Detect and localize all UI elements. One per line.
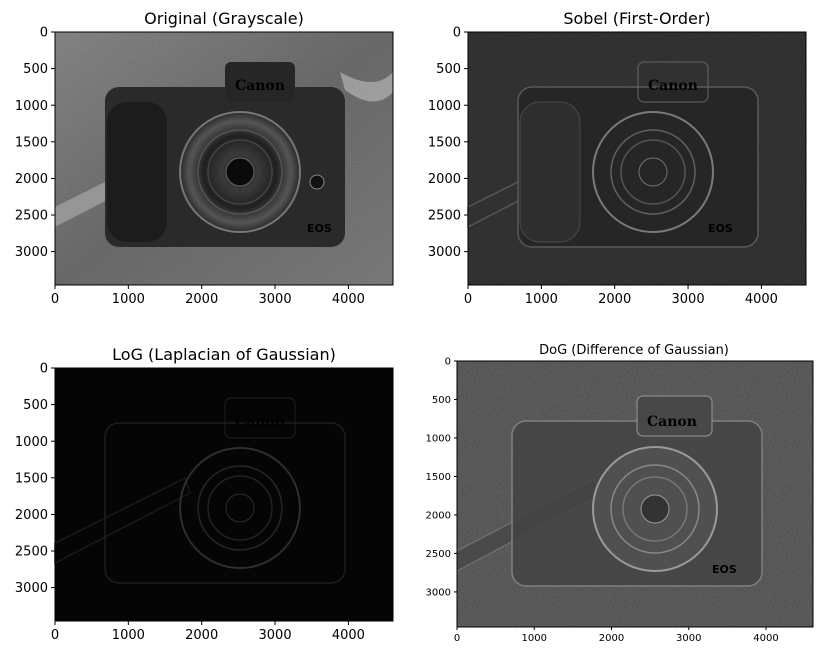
x-tick-label: 2000 bbox=[599, 633, 624, 644]
camera-brand-label: Canon bbox=[648, 78, 698, 94]
y-tick-label: 500 bbox=[23, 62, 48, 77]
y-tick-label: 1500 bbox=[15, 471, 48, 486]
y-tick-label: 0 bbox=[453, 26, 461, 41]
x-tick-label: 1000 bbox=[525, 292, 558, 307]
camera-brand-label: Canon bbox=[647, 414, 697, 430]
x-tick-label: 1000 bbox=[112, 292, 145, 307]
camera-model-label: EOS bbox=[708, 222, 733, 235]
x-tick-label: 3000 bbox=[259, 292, 292, 307]
x-tick-label: 2000 bbox=[185, 628, 218, 643]
x-tick-label: 4000 bbox=[753, 633, 778, 644]
y-tick-label: 3000 bbox=[15, 581, 48, 596]
y-tick-label: 1500 bbox=[15, 135, 48, 150]
panel-dog: DoG (Difference of Gaussian) Canon EOS bbox=[456, 343, 814, 628]
y-tick-label: 1500 bbox=[428, 135, 461, 150]
x-tick-label: 0 bbox=[454, 633, 460, 644]
y-tick-label: 1000 bbox=[15, 99, 48, 114]
y-tick-label: 2500 bbox=[426, 549, 451, 560]
panel-original: Original (Grayscale) Canon EOS bbox=[54, 9, 394, 286]
camera-brand-label: Canon bbox=[235, 78, 285, 94]
camera-model-label: EOS bbox=[712, 563, 737, 576]
x-tick-label: 0 bbox=[51, 628, 59, 643]
y-tick-label: 0 bbox=[40, 26, 48, 41]
y-tick-label: 500 bbox=[23, 398, 48, 413]
image-dog: Canon EOS bbox=[456, 361, 813, 627]
y-tick-label: 1000 bbox=[426, 433, 451, 444]
panel-log: LoG (Laplacian of Gaussian) Canon bbox=[54, 345, 394, 622]
y-tick-label: 2000 bbox=[15, 172, 48, 187]
y-tick-label: 3000 bbox=[15, 245, 48, 260]
panel-sobel: Sobel (First-Order) Canon EOS bbox=[467, 9, 807, 286]
axis-ticks: 0 1000 2000 3000 4000 0 500 1000 1500 2000 2500 300… bbox=[15, 26, 779, 644]
chart-title: Original (Grayscale) bbox=[144, 9, 304, 28]
y-tick-label: 500 bbox=[432, 395, 451, 406]
chart-title: Sobel (First-Order) bbox=[563, 9, 710, 28]
image-log: Canon bbox=[54, 368, 393, 621]
y-tick-label: 0 bbox=[40, 362, 48, 377]
y-tick-label: 3000 bbox=[428, 245, 461, 260]
y-tick-label: 0 bbox=[445, 357, 451, 368]
y-tick-label: 1000 bbox=[15, 435, 48, 450]
camera-model-label: EOS bbox=[307, 222, 332, 235]
chart-title: DoG (Difference of Gaussian) bbox=[539, 343, 729, 358]
x-tick-label: 3000 bbox=[259, 628, 292, 643]
x-tick-label: 1000 bbox=[112, 628, 145, 643]
x-tick-label: 2000 bbox=[598, 292, 631, 307]
y-tick-label: 1000 bbox=[428, 99, 461, 114]
x-tick-label: 0 bbox=[51, 292, 59, 307]
image-sobel: Canon EOS bbox=[467, 32, 806, 285]
x-tick-label: 3000 bbox=[676, 633, 701, 644]
y-tick-label: 500 bbox=[436, 62, 461, 77]
camera-brand-label: Canon bbox=[235, 414, 285, 430]
y-tick-label: 2000 bbox=[426, 510, 451, 521]
y-tick-label: 2500 bbox=[15, 209, 48, 224]
x-tick-label: 1000 bbox=[522, 633, 547, 644]
y-tick-label: 2500 bbox=[428, 209, 461, 224]
chart-title: LoG (Laplacian of Gaussian) bbox=[112, 345, 336, 364]
x-tick-label: 4000 bbox=[332, 292, 365, 307]
x-tick-label: 4000 bbox=[332, 628, 365, 643]
y-tick-label: 2500 bbox=[15, 545, 48, 560]
image-original: Canon EOS bbox=[55, 32, 393, 285]
y-tick-label: 1500 bbox=[426, 472, 451, 483]
x-tick-label: 4000 bbox=[745, 292, 778, 307]
y-tick-label: 2000 bbox=[428, 172, 461, 187]
y-tick-label: 2000 bbox=[15, 508, 48, 523]
y-tick-label: 3000 bbox=[426, 587, 451, 598]
x-tick-label: 0 bbox=[464, 292, 472, 307]
x-tick-label: 2000 bbox=[185, 292, 218, 307]
x-tick-label: 3000 bbox=[672, 292, 705, 307]
